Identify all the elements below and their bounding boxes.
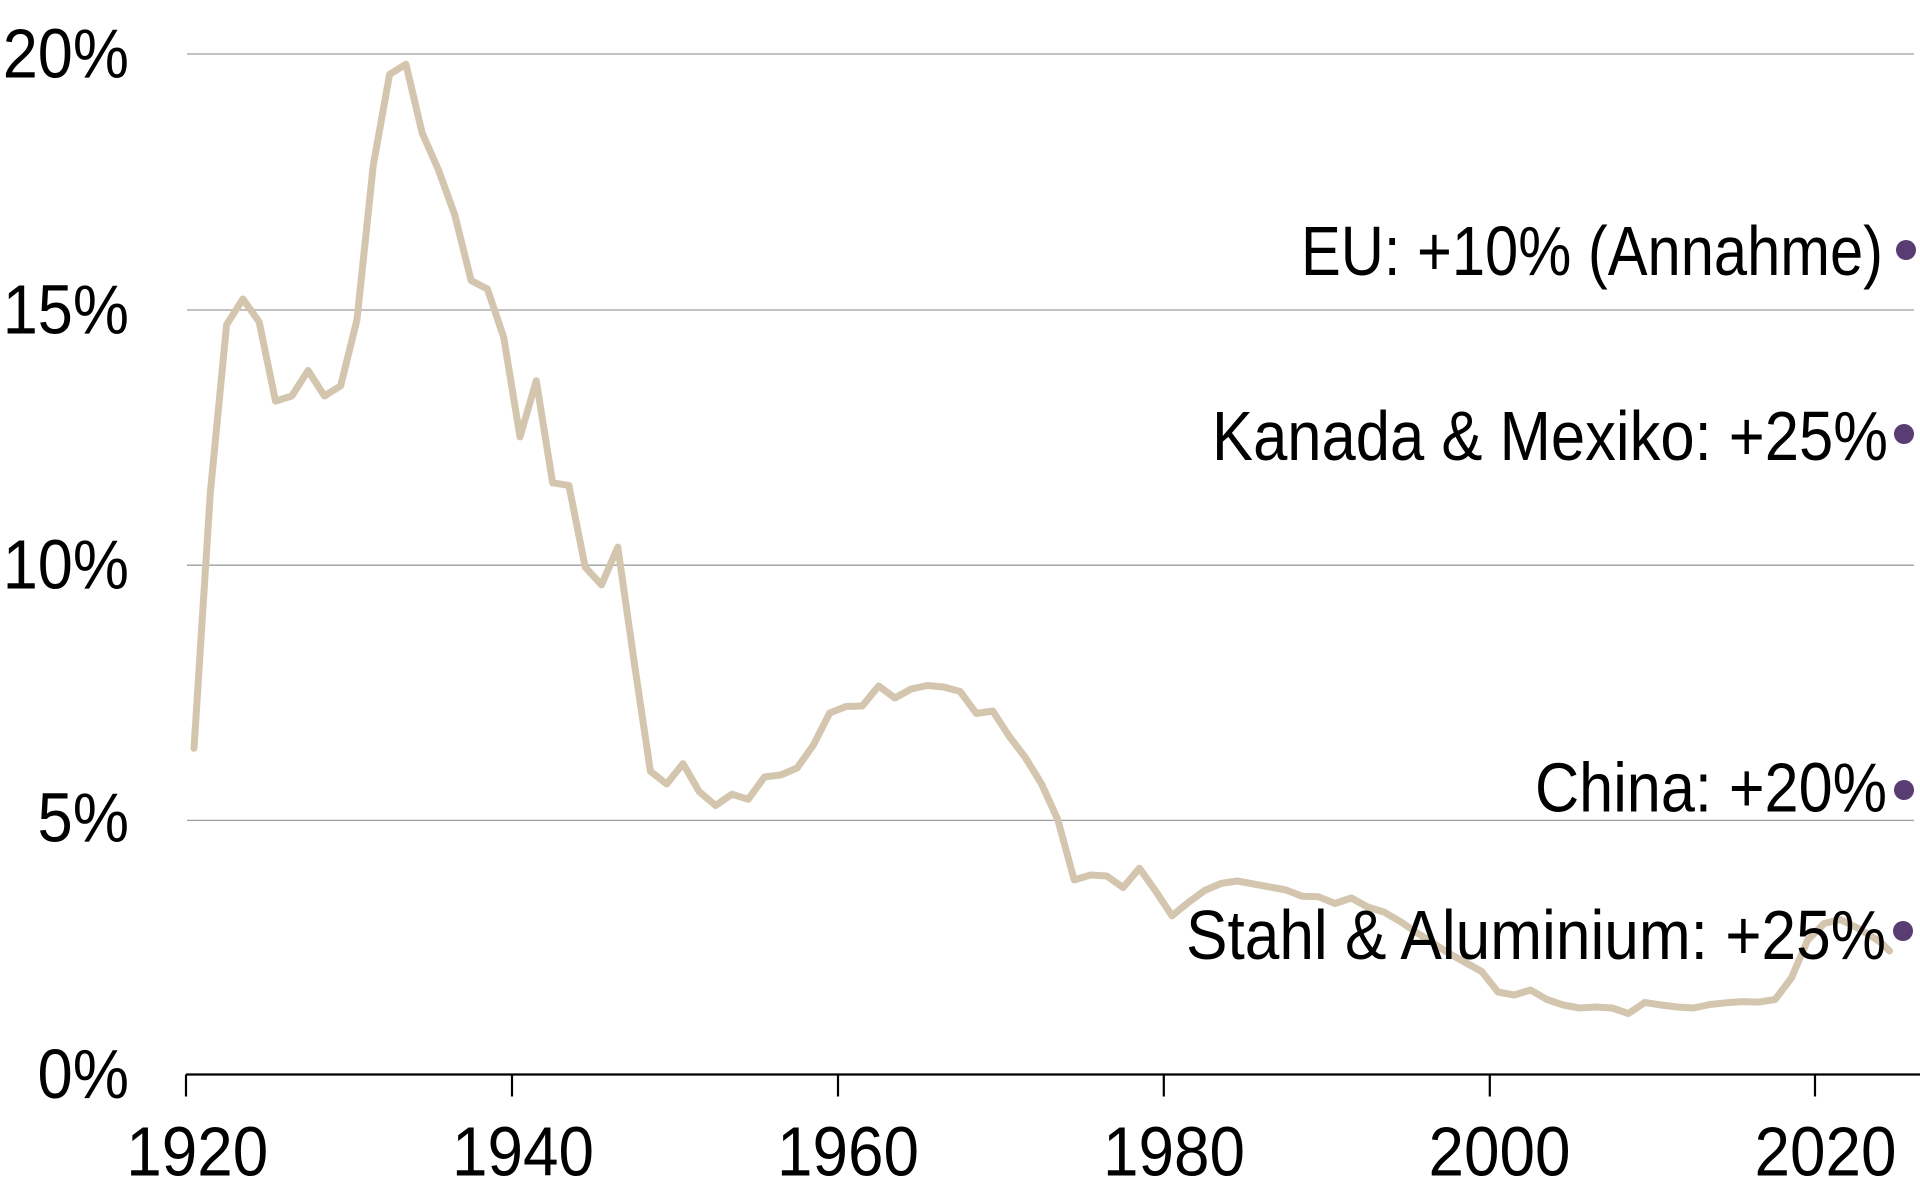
svg-text:0%: 0% — [38, 1035, 130, 1113]
svg-text:20%: 20% — [3, 14, 129, 92]
svg-text:1980: 1980 — [1103, 1112, 1245, 1190]
svg-text:1960: 1960 — [777, 1112, 919, 1190]
svg-text:5%: 5% — [38, 778, 130, 856]
svg-text:10%: 10% — [3, 526, 129, 604]
svg-text:Stahl & Aluminium: +25%: Stahl & Aluminium: +25% — [1186, 896, 1886, 974]
svg-text:EU: +10% (Annahme): EU: +10% (Annahme) — [1301, 212, 1883, 290]
svg-text:Kanada & Mexiko: +25%: Kanada & Mexiko: +25% — [1212, 397, 1888, 475]
svg-text:2000: 2000 — [1429, 1112, 1571, 1190]
svg-text:China: +20%: China: +20% — [1535, 749, 1887, 827]
svg-text:15%: 15% — [3, 270, 129, 348]
svg-text:2020: 2020 — [1755, 1112, 1897, 1190]
svg-text:1920: 1920 — [126, 1112, 268, 1190]
svg-text:1940: 1940 — [452, 1112, 594, 1190]
